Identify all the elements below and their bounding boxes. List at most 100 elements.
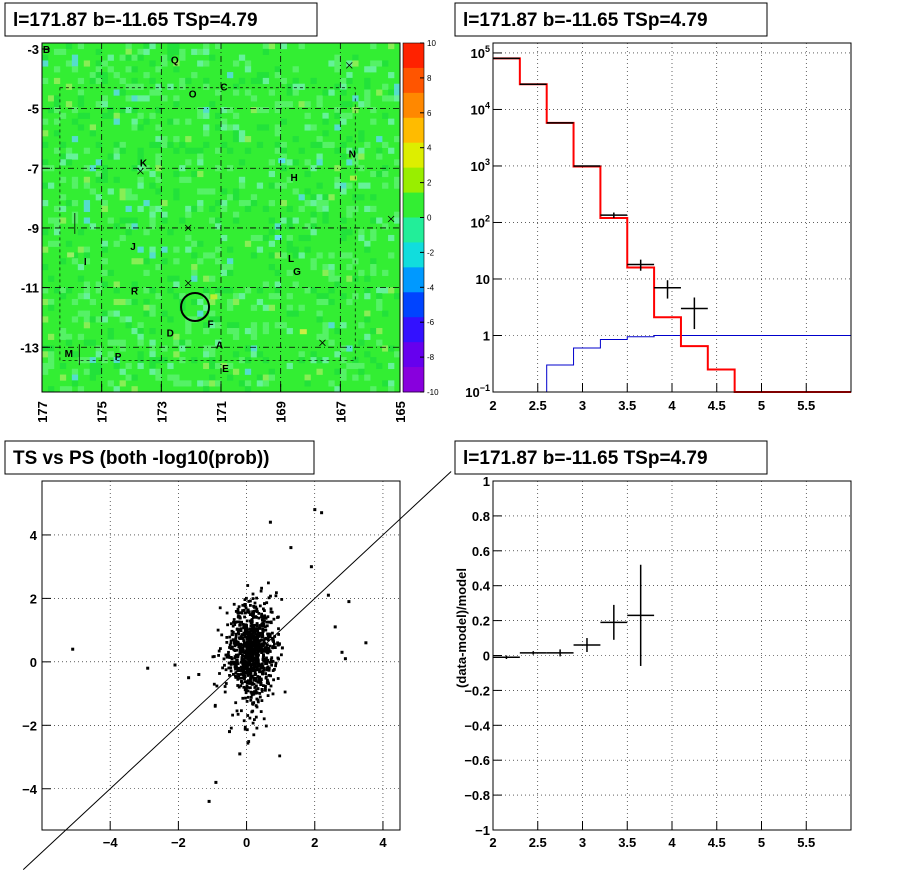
scatter-point bbox=[223, 690, 227, 694]
scatter-point bbox=[228, 674, 231, 677]
heatmap-cell bbox=[191, 275, 198, 282]
scatter-point bbox=[237, 685, 241, 689]
scatter-point bbox=[260, 688, 264, 691]
x-tick-label: −4 bbox=[103, 835, 119, 850]
heatmap-cell bbox=[119, 54, 126, 61]
scatter-point bbox=[227, 650, 230, 654]
heatmap-cell bbox=[77, 89, 85, 96]
heatmap-cell bbox=[394, 159, 401, 166]
scatter-point bbox=[255, 648, 259, 652]
heatmap-cell bbox=[340, 368, 347, 375]
heatmap-cell bbox=[95, 345, 102, 352]
heatmap-cell bbox=[149, 345, 156, 352]
scatter-point bbox=[268, 650, 272, 653]
heatmap-cell bbox=[364, 333, 371, 340]
scatter-point bbox=[173, 663, 177, 667]
heatmap-cell bbox=[203, 293, 210, 300]
heatmap-cell bbox=[280, 165, 287, 172]
heatmap-cell bbox=[394, 293, 401, 300]
heatmap-cell bbox=[376, 217, 383, 224]
source-label: K bbox=[140, 158, 148, 169]
heatmap-cell bbox=[185, 380, 192, 387]
heatmap-cell bbox=[203, 386, 210, 393]
scatter-point bbox=[265, 666, 269, 670]
heatmap-cell bbox=[310, 264, 317, 271]
heatmap-cell bbox=[292, 89, 299, 96]
scatter-point bbox=[255, 691, 259, 695]
x-tick-label: 5.5 bbox=[797, 398, 815, 413]
heatmap-cell bbox=[125, 217, 132, 224]
scatter-point bbox=[228, 730, 231, 734]
heatmap-cell bbox=[352, 357, 359, 364]
heatmap-cell bbox=[322, 293, 329, 300]
heatmap-cell bbox=[382, 112, 389, 119]
heatmap-cell bbox=[191, 264, 198, 271]
heatmap-cell bbox=[334, 112, 341, 119]
heatmap-cell bbox=[185, 205, 192, 212]
residual-ticks: 2 2.5 3 3.5 4 4.5 5 5.510.80.60.40.20−0.2−0.4−0… bbox=[464, 474, 815, 850]
skymap-title-box bbox=[4, 2, 318, 37]
heatmap-cell bbox=[298, 357, 305, 364]
heatmap-cell bbox=[149, 170, 156, 178]
heatmap-cell bbox=[304, 246, 311, 253]
heatmap-cell bbox=[83, 281, 91, 288]
scatter-point bbox=[261, 635, 264, 639]
heatmap-cell bbox=[268, 170, 275, 178]
heatmap-cell bbox=[286, 234, 293, 242]
scatter-point bbox=[241, 666, 245, 670]
heatmap-cell bbox=[203, 252, 210, 259]
scatter-point bbox=[262, 619, 266, 622]
heatmap-cell bbox=[113, 72, 120, 79]
heatmap-cell bbox=[221, 188, 228, 195]
scatter-point bbox=[267, 666, 271, 670]
color-scale-band bbox=[403, 292, 424, 318]
y-tick-label: −0.4 bbox=[464, 718, 490, 733]
heatmap-cell bbox=[137, 258, 144, 265]
heatmap-cell bbox=[238, 136, 246, 143]
heatmap-cell bbox=[334, 176, 341, 183]
scatter-point bbox=[255, 596, 258, 600]
heatmap-cell bbox=[364, 205, 371, 212]
heatmap-cell bbox=[244, 380, 252, 387]
x-tick-label: 167 bbox=[333, 401, 348, 423]
scatter-point bbox=[253, 606, 256, 609]
scatter-point bbox=[264, 628, 268, 632]
scatter-point bbox=[261, 658, 265, 661]
heatmap-cell bbox=[346, 136, 353, 143]
residual-grid bbox=[493, 481, 851, 830]
scatter-point bbox=[271, 631, 274, 635]
scatter-point bbox=[237, 605, 241, 609]
scatter-point bbox=[241, 647, 244, 650]
heatmap-cell bbox=[226, 258, 234, 265]
heatmap-cell bbox=[250, 351, 258, 358]
scatter-point bbox=[242, 685, 246, 689]
heatmap-cell bbox=[143, 200, 150, 207]
heatmap-cell bbox=[388, 386, 395, 393]
scatter-point bbox=[245, 666, 249, 670]
scatter-point bbox=[261, 656, 265, 660]
x-tick-label: 2 bbox=[489, 398, 496, 413]
heatmap-cell bbox=[262, 205, 270, 212]
scatter-point bbox=[239, 643, 243, 646]
heatmap-cell bbox=[197, 240, 204, 247]
scatter-point bbox=[233, 623, 237, 626]
scatter-point bbox=[263, 614, 266, 618]
heatmap-cell bbox=[125, 95, 132, 102]
heatmap-cell bbox=[232, 188, 240, 195]
scatter-point bbox=[266, 678, 269, 682]
heatmap-cell bbox=[340, 77, 347, 85]
heatmap-cell bbox=[250, 304, 258, 311]
heatmap-cell bbox=[65, 153, 73, 160]
heatmap-cell bbox=[113, 147, 120, 154]
heatmap-cell bbox=[167, 43, 174, 50]
scatter-point bbox=[227, 661, 231, 665]
color-scale-band bbox=[403, 142, 424, 169]
scatter-point bbox=[227, 666, 231, 670]
heatmap-cell bbox=[209, 351, 216, 358]
scatter-point bbox=[250, 632, 254, 636]
scatter-point bbox=[263, 641, 267, 645]
z-tick-label: 4 bbox=[427, 144, 432, 153]
x-tick-label: 3 bbox=[579, 398, 586, 413]
heatmap-cell bbox=[101, 240, 108, 247]
heatmap-cell bbox=[346, 205, 353, 212]
